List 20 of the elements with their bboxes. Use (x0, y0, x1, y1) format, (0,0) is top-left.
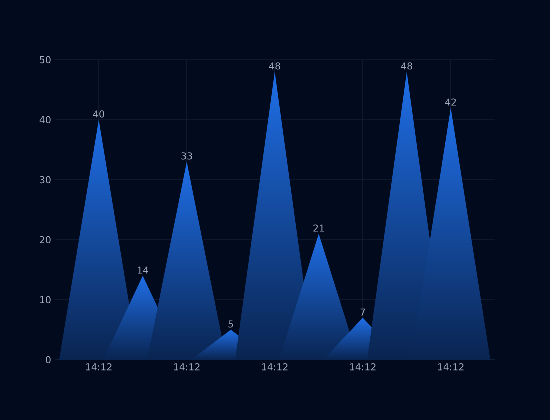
data-label: 5 (228, 320, 234, 328)
data-label: 42 (445, 98, 456, 106)
y-tick-label: 50 (40, 56, 51, 64)
y-tick-label: 40 (40, 116, 51, 124)
data-label: 21 (314, 224, 324, 232)
data-label: 40 (93, 110, 104, 118)
data-label: 14 (138, 266, 149, 274)
y-tick-label: 0 (46, 356, 51, 364)
data-label: 7 (360, 308, 366, 316)
data-label: 48 (269, 62, 280, 70)
x-tick-label: 14:12 (86, 364, 112, 371)
x-tick-label: 14:12 (438, 364, 464, 371)
x-tick-label: 14:12 (350, 364, 376, 371)
y-tick-label: 20 (40, 236, 51, 244)
data-label: 48 (401, 62, 412, 70)
x-tick-label: 14:12 (262, 364, 288, 371)
y-tick-label: 10 (40, 296, 51, 304)
y-tick-label: 30 (40, 176, 51, 184)
x-tick-label: 14:12 (174, 364, 200, 371)
data-label: 33 (182, 152, 192, 160)
